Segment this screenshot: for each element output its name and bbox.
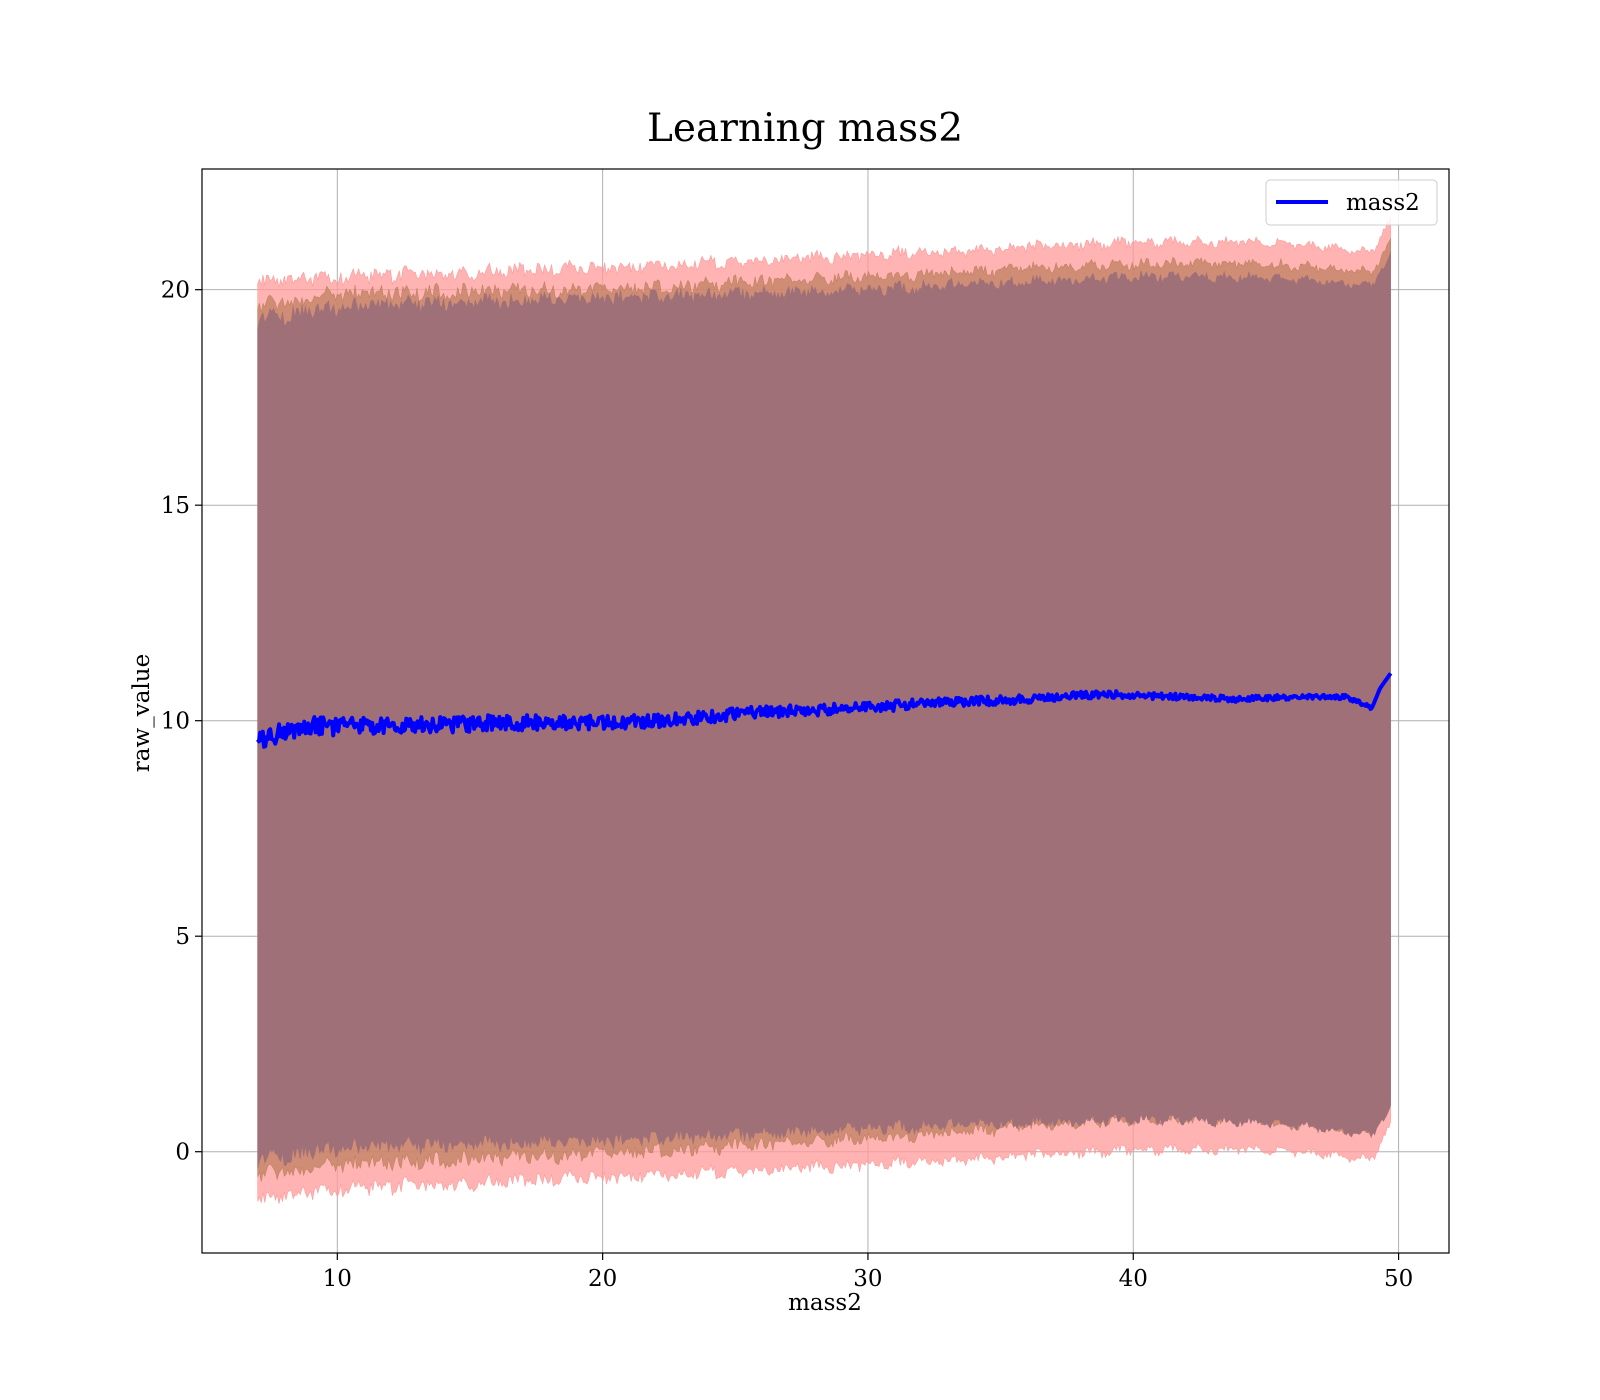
x-tick-label: 40 (1119, 1266, 1148, 1292)
y-tick-label: 5 (175, 924, 190, 950)
chart-title: Learning mass2 (647, 106, 963, 151)
y-tick-label: 20 (161, 278, 190, 304)
legend-box (1265, 179, 1438, 226)
y-tick-label: 15 (161, 493, 190, 519)
y-axis-label: raw_value (129, 654, 155, 772)
plot-frame (201, 168, 1450, 1254)
legend: mass2 (1265, 179, 1438, 226)
x-axis-label: mass2 (788, 1290, 862, 1316)
series-line-mass2 (256, 672, 1393, 749)
x-tick-label: 10 (323, 1266, 352, 1292)
x-tick-label: 30 (853, 1266, 882, 1292)
y-tick-label: 10 (161, 709, 190, 735)
axis-ticks: 10 20 30 40 50 0 5 10 15 20 (161, 278, 1414, 1292)
x-tick-label: 20 (588, 1266, 617, 1292)
legend-label-mass2: mass2 (1346, 190, 1420, 216)
y-tick-label: 0 (175, 1140, 190, 1166)
series-lines (256, 672, 1393, 749)
x-tick-label: 50 (1384, 1266, 1413, 1292)
